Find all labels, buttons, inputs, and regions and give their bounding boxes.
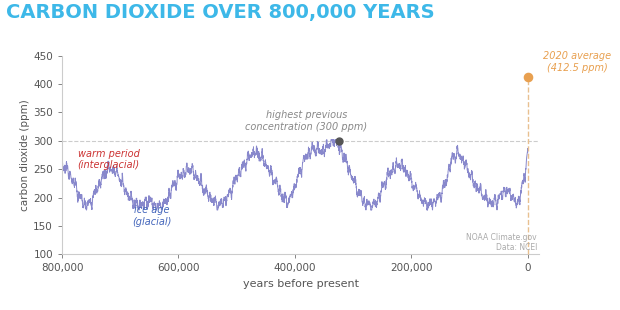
Text: 2020 average
(412.5 ppm): 2020 average (412.5 ppm) <box>543 51 611 73</box>
Point <box>334 138 344 143</box>
Text: CARBON DIOXIDE OVER 800,000 YEARS: CARBON DIOXIDE OVER 800,000 YEARS <box>6 3 435 22</box>
Text: NOAA Climate.gov
Data: NCEI: NOAA Climate.gov Data: NCEI <box>466 233 537 252</box>
Text: warm period
(interglacial): warm period (interglacial) <box>78 149 140 170</box>
X-axis label: years before present: years before present <box>242 279 359 289</box>
Point <box>523 75 533 80</box>
Text: ice age
(glacial): ice age (glacial) <box>133 206 172 227</box>
Y-axis label: carbon dioxide (ppm): carbon dioxide (ppm) <box>20 99 30 211</box>
Text: highest previous
concentration (300 ppm): highest previous concentration (300 ppm) <box>246 110 368 132</box>
